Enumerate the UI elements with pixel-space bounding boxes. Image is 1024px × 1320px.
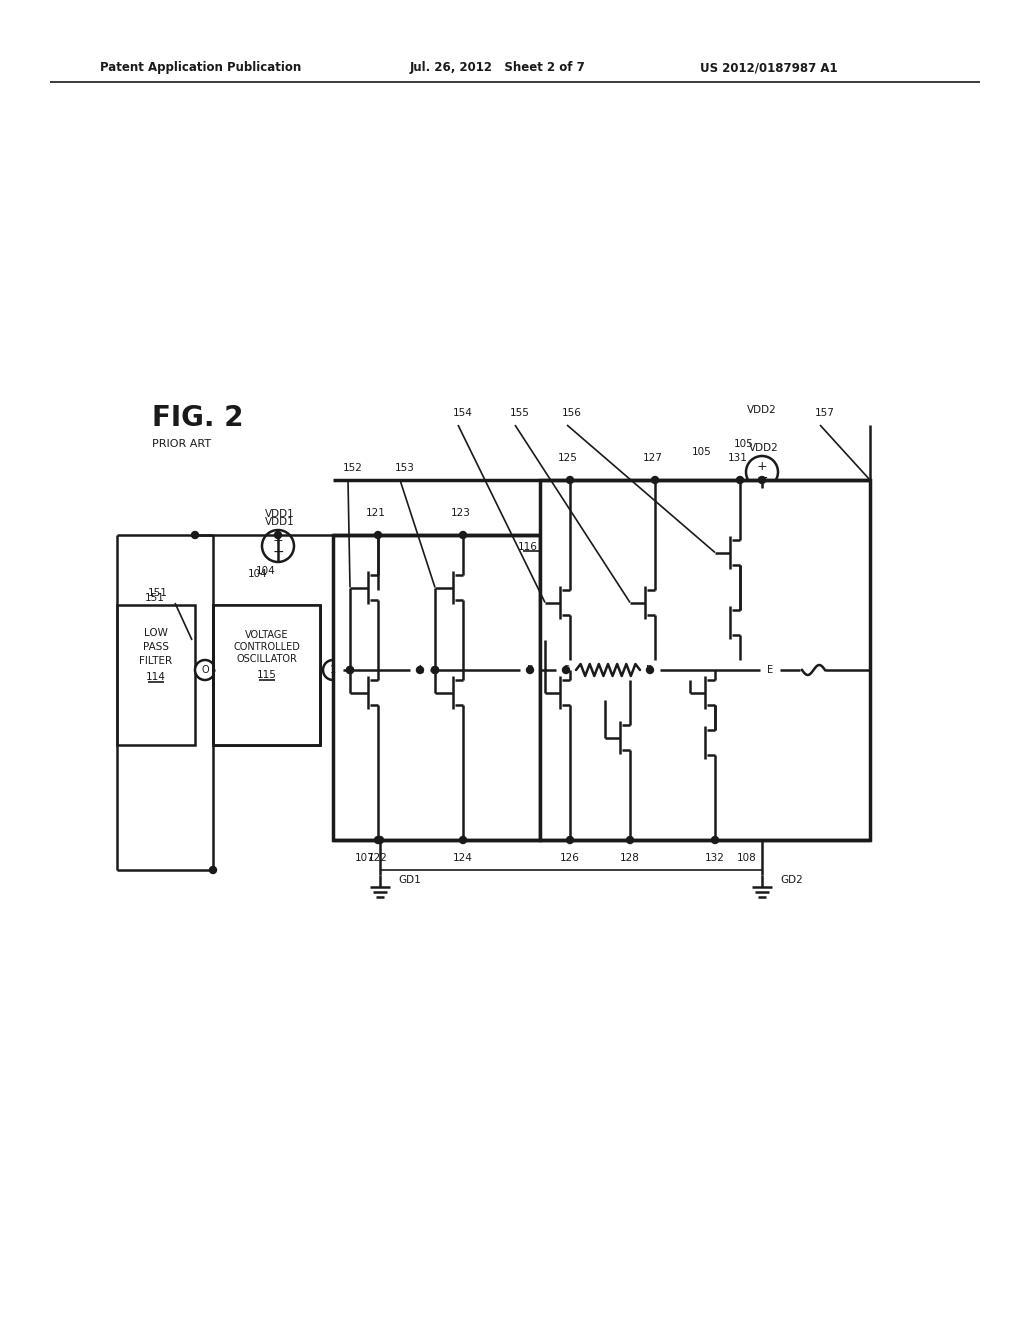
Circle shape (191, 532, 199, 539)
Circle shape (640, 660, 660, 680)
Circle shape (195, 660, 215, 680)
Text: VDD1: VDD1 (265, 510, 295, 519)
Bar (333, 535, 540, 840)
Text: 154: 154 (453, 408, 473, 418)
Text: B: B (526, 665, 534, 675)
Text: CONTROLLED: CONTROLLED (233, 642, 300, 652)
Text: 126: 126 (560, 853, 580, 863)
Circle shape (562, 667, 569, 673)
Text: 104: 104 (248, 569, 268, 579)
Circle shape (627, 837, 634, 843)
Circle shape (375, 532, 382, 539)
Text: 152: 152 (343, 463, 362, 473)
Text: 125: 125 (558, 453, 578, 463)
Text: 132: 132 (706, 853, 725, 863)
Bar (213, 605, 319, 744)
Circle shape (377, 837, 384, 843)
Text: GD1: GD1 (398, 875, 421, 884)
Text: 107: 107 (355, 853, 375, 863)
Text: PRIOR ART: PRIOR ART (152, 440, 211, 449)
Text: 105: 105 (692, 447, 712, 457)
Circle shape (210, 866, 216, 874)
Text: +: + (757, 461, 767, 474)
Text: VOLTAGE: VOLTAGE (245, 630, 288, 640)
Circle shape (746, 455, 778, 488)
Circle shape (556, 660, 575, 680)
Text: 114: 114 (146, 672, 166, 682)
Circle shape (760, 660, 780, 680)
Circle shape (417, 667, 424, 673)
Text: 128: 128 (621, 853, 640, 863)
Circle shape (410, 660, 430, 680)
Text: 123: 123 (451, 508, 471, 517)
Text: 116: 116 (518, 543, 538, 552)
Circle shape (460, 532, 467, 539)
Circle shape (646, 667, 653, 673)
Bar (117, 605, 195, 744)
Text: 157: 157 (815, 408, 835, 418)
Circle shape (323, 660, 343, 680)
Text: US 2012/0187987 A1: US 2012/0187987 A1 (700, 62, 838, 74)
Text: 105: 105 (734, 440, 754, 449)
Circle shape (526, 667, 534, 673)
Text: 151: 151 (148, 587, 168, 598)
Text: 115: 115 (257, 671, 276, 680)
Text: 104: 104 (256, 566, 275, 576)
Text: A: A (417, 665, 423, 675)
Circle shape (736, 477, 743, 483)
Circle shape (346, 667, 353, 673)
Text: 121: 121 (366, 508, 386, 517)
Text: FILTER: FILTER (139, 656, 173, 667)
Circle shape (262, 531, 294, 562)
Text: 1: 1 (330, 665, 336, 675)
Text: Jul. 26, 2012   Sheet 2 of 7: Jul. 26, 2012 Sheet 2 of 7 (410, 62, 586, 74)
Text: OSCILLATOR: OSCILLATOR (237, 653, 297, 664)
Text: 131: 131 (728, 453, 748, 463)
Text: 151: 151 (145, 593, 165, 603)
Text: 127: 127 (643, 453, 663, 463)
Text: FIG. 2: FIG. 2 (152, 404, 244, 432)
Text: −: − (272, 545, 284, 558)
Circle shape (431, 667, 438, 673)
Text: 155: 155 (510, 408, 530, 418)
Text: 122: 122 (368, 853, 388, 863)
Text: VDD2: VDD2 (750, 444, 779, 453)
Circle shape (460, 837, 467, 843)
Circle shape (566, 837, 573, 843)
Text: O: O (201, 665, 209, 675)
Text: C: C (562, 665, 569, 675)
Circle shape (712, 837, 719, 843)
Text: E: E (767, 665, 773, 675)
Text: D: D (646, 665, 653, 675)
Text: Patent Application Publication: Patent Application Publication (100, 62, 301, 74)
Bar (540, 480, 870, 840)
Circle shape (346, 667, 353, 673)
Text: VDD2: VDD2 (748, 405, 777, 414)
Circle shape (375, 837, 382, 843)
Text: 153: 153 (395, 463, 415, 473)
Circle shape (431, 667, 438, 673)
Circle shape (274, 532, 282, 539)
Bar (213, 605, 319, 744)
Text: PASS: PASS (143, 642, 169, 652)
Text: GD2: GD2 (780, 875, 803, 884)
Text: VDD1: VDD1 (265, 517, 295, 527)
Circle shape (759, 477, 766, 483)
Text: 156: 156 (562, 408, 582, 418)
Text: 124: 124 (453, 853, 473, 863)
Text: −: − (756, 471, 768, 484)
Text: +: + (272, 535, 284, 548)
Circle shape (566, 477, 573, 483)
Text: LOW: LOW (144, 628, 168, 638)
Circle shape (651, 477, 658, 483)
Text: 108: 108 (737, 853, 757, 863)
Circle shape (520, 660, 540, 680)
